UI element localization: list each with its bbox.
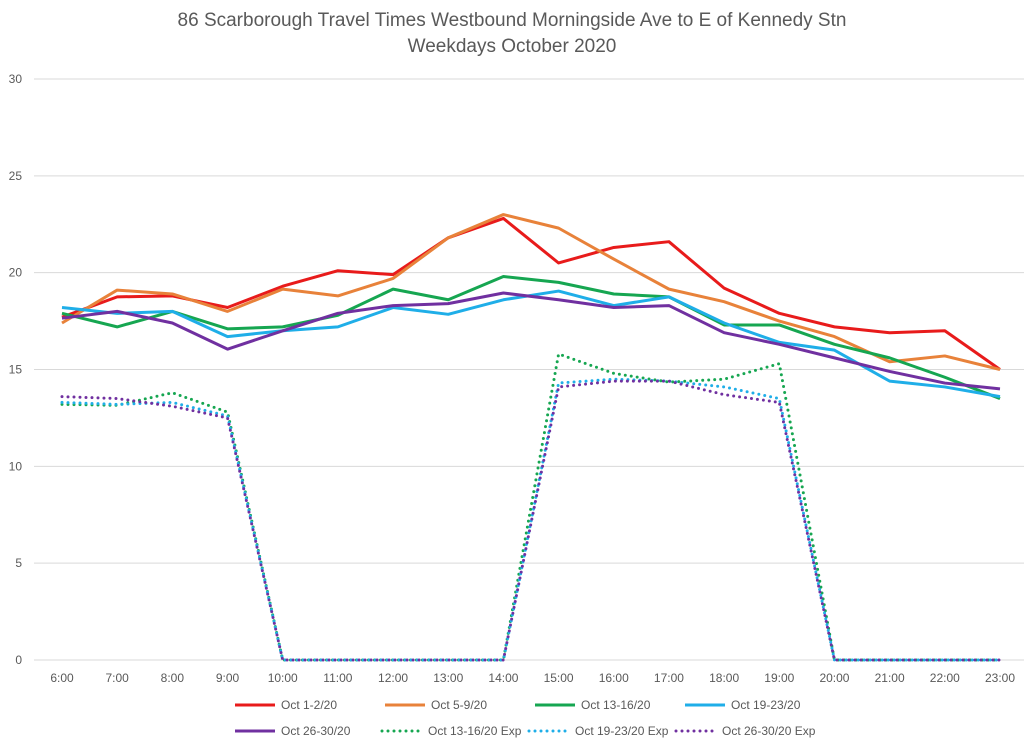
series-line-4 xyxy=(61,291,1001,391)
series-line-0 xyxy=(61,216,1001,371)
x-tick-label: 22:00 xyxy=(930,671,960,685)
series-line-3 xyxy=(61,289,1001,399)
legend-label: Oct 13-16/20 Exp xyxy=(428,724,522,738)
legend-label: Oct 1-2/20 xyxy=(281,698,337,712)
series-line-5 xyxy=(60,352,1002,662)
chart-subtitle: Weekdays October 2020 xyxy=(407,36,617,57)
x-tick-label: 6:00 xyxy=(50,671,74,685)
y-tick-label: 5 xyxy=(15,556,22,570)
x-tick-label: 13:00 xyxy=(433,671,463,685)
x-tick-label: 16:00 xyxy=(599,671,629,685)
legend-label: Oct 26-30/20 Exp xyxy=(722,724,816,738)
x-tick-label: 18:00 xyxy=(709,671,739,685)
x-tick-label: 10:00 xyxy=(268,671,298,685)
x-tick-label: 23:00 xyxy=(985,671,1015,685)
legend-label: Oct 19-23/20 Exp xyxy=(575,724,669,738)
y-tick-label: 25 xyxy=(9,169,23,183)
x-tick-label: 12:00 xyxy=(378,671,408,685)
y-tick-label: 30 xyxy=(9,72,23,86)
x-tick-label: 14:00 xyxy=(488,671,518,685)
legend-label: Oct 26-30/20 xyxy=(281,724,351,738)
y-tick-label: 20 xyxy=(9,266,23,280)
chart-title-block: 86 Scarborough Travel Times Westbound Mo… xyxy=(0,8,1024,60)
x-tick-label: 21:00 xyxy=(875,671,905,685)
y-tick-label: 10 xyxy=(9,459,23,473)
x-tick-label: 17:00 xyxy=(654,671,684,685)
y-tick-label: 15 xyxy=(9,363,23,377)
x-tick-label: 20:00 xyxy=(819,671,849,685)
x-tick-label: 7:00 xyxy=(105,671,129,685)
series-line-6 xyxy=(60,377,1002,662)
legend-label: Oct 19-23/20 xyxy=(731,698,801,712)
legend-label: Oct 13-16/20 xyxy=(581,698,651,712)
x-tick-label: 19:00 xyxy=(764,671,794,685)
x-tick-label: 11:00 xyxy=(323,671,352,685)
series-line-7 xyxy=(60,379,1002,662)
chart-title: 86 Scarborough Travel Times Westbound Mo… xyxy=(177,10,847,31)
x-tick-label: 9:00 xyxy=(216,671,240,685)
y-tick-label: 0 xyxy=(15,653,22,667)
legend-label: Oct 5-9/20 xyxy=(431,698,487,712)
x-tick-label: 8:00 xyxy=(161,671,185,685)
series-line-2 xyxy=(61,275,1001,400)
series-line-1 xyxy=(61,213,1001,371)
x-tick-label: 15:00 xyxy=(544,671,574,685)
